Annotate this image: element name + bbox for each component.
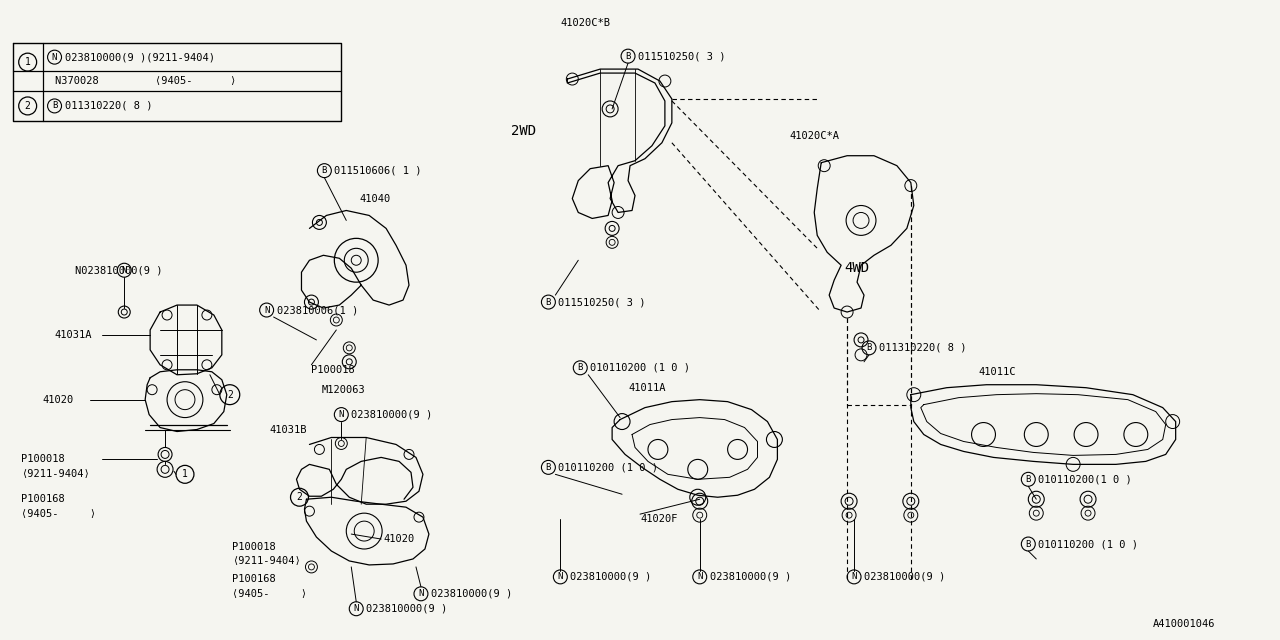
Text: N: N (353, 604, 358, 613)
Text: N: N (851, 572, 856, 581)
Text: 023810000(9 ): 023810000(9 ) (864, 572, 945, 582)
Text: B: B (1025, 475, 1030, 484)
Text: 41011A: 41011A (628, 383, 666, 393)
Text: 011510250( 3 ): 011510250( 3 ) (558, 297, 646, 307)
Text: 011510250( 3 ): 011510250( 3 ) (637, 51, 726, 61)
Text: ⟨9405-     ⟩: ⟨9405- ⟩ (20, 509, 96, 519)
Text: B: B (545, 463, 552, 472)
Text: N: N (52, 52, 58, 61)
Text: 41020: 41020 (42, 395, 74, 404)
Text: N: N (122, 266, 127, 275)
Text: ⟨9211-9404⟩: ⟨9211-9404⟩ (20, 469, 90, 479)
Text: B: B (545, 298, 552, 307)
Text: 41031A: 41031A (55, 330, 92, 340)
Text: 023810000(9 ): 023810000(9 ) (571, 572, 652, 582)
Text: 011510606( 1 ): 011510606( 1 ) (334, 166, 422, 175)
Text: P100018: P100018 (311, 365, 355, 375)
Text: 41020F: 41020F (640, 514, 677, 524)
Text: 023810000(9 ): 023810000(9 ) (366, 604, 448, 614)
Text: 023810000(9 ): 023810000(9 ) (431, 589, 512, 599)
Text: 023810000(9 )(9211-9404): 023810000(9 )(9211-9404) (64, 52, 215, 62)
Text: N: N (698, 572, 703, 581)
Text: 010110200 (1 0 ): 010110200 (1 0 ) (1038, 539, 1138, 549)
Text: 4WD: 4WD (844, 261, 869, 275)
Text: P100168: P100168 (232, 574, 275, 584)
Text: N: N (419, 589, 424, 598)
Text: N: N (264, 305, 269, 314)
Text: P100018: P100018 (232, 542, 275, 552)
Text: M120063: M120063 (321, 385, 365, 395)
Text: P100018: P100018 (20, 454, 64, 465)
Text: ⟨9211-9404⟩: ⟨9211-9404⟩ (232, 556, 301, 566)
Text: 023810000(9 ): 023810000(9 ) (351, 410, 433, 420)
Text: 010110200 (1 0 ): 010110200 (1 0 ) (558, 462, 658, 472)
Text: N023810000(9 ): N023810000(9 ) (76, 265, 163, 275)
Text: 1: 1 (24, 57, 31, 67)
Text: B: B (321, 166, 328, 175)
Text: N: N (339, 410, 344, 419)
Text: B: B (626, 52, 631, 61)
Text: 2: 2 (297, 492, 302, 502)
Text: 2WD: 2WD (511, 124, 536, 138)
Text: 41020C*B: 41020C*B (561, 19, 611, 28)
Text: 41020: 41020 (383, 534, 415, 544)
Text: 41011C: 41011C (978, 367, 1016, 377)
Text: ⟨9405-     ⟩: ⟨9405- ⟩ (232, 589, 307, 599)
Text: 41020C*A: 41020C*A (790, 131, 840, 141)
Text: 41040: 41040 (360, 193, 390, 204)
Text: 2: 2 (24, 101, 31, 111)
Text: 010110200(1 0 ): 010110200(1 0 ) (1038, 474, 1132, 484)
Text: A410001046: A410001046 (1153, 619, 1215, 628)
Text: 010110200 (1 0 ): 010110200 (1 0 ) (590, 363, 690, 372)
Text: 023810000(9 ): 023810000(9 ) (709, 572, 791, 582)
Text: P100168: P100168 (20, 494, 64, 504)
Text: 1: 1 (182, 469, 188, 479)
Text: B: B (577, 364, 582, 372)
Text: 011310220( 8 ): 011310220( 8 ) (64, 101, 152, 111)
Text: 41031B: 41031B (270, 424, 307, 435)
Text: N370028         ⟨9405-      ⟩: N370028 ⟨9405- ⟩ (55, 76, 236, 86)
Text: B: B (867, 344, 872, 353)
Text: B: B (52, 101, 58, 111)
Text: 023810006(1 ): 023810006(1 ) (276, 305, 358, 315)
Text: B: B (1025, 540, 1030, 548)
Text: N: N (558, 572, 563, 581)
Text: 011310220( 8 ): 011310220( 8 ) (879, 343, 966, 353)
Text: 2: 2 (227, 390, 233, 399)
